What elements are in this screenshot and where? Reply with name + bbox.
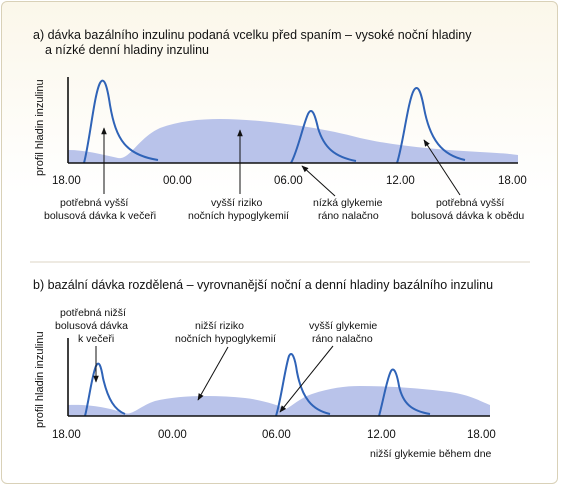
- panel-b-tick-5: 18.00: [467, 429, 496, 441]
- panel-b-tick-3: 06.00: [262, 429, 291, 441]
- panel-b-y-label: profil hladin inzulinu: [34, 331, 46, 428]
- panel-a-evening-bolus-line1: potřebná vyšší: [60, 197, 128, 209]
- panel-a-y-label: profil hladin inzulinu: [34, 79, 46, 176]
- panel-b-noon-bolus-curve: [378, 368, 431, 417]
- panel-b-morning-glyc-arrow: [279, 345, 334, 413]
- panel-b-tick-1: 18.00: [52, 429, 81, 441]
- panel-a-morning-bolus-curve: [290, 109, 357, 164]
- panel-a-evening-bolus-curve: [83, 79, 159, 164]
- panel-a-tick-3: 06.00: [274, 175, 303, 187]
- panel-b-night-risk-line2: nočních hypoglykemií: [175, 333, 276, 345]
- panel-b-night-risk-line1: nižší riziko: [195, 320, 244, 332]
- panel-b-morning-bolus-curve: [275, 353, 331, 417]
- panel-a-tick-5: 18.00: [498, 175, 527, 187]
- panel-a-noon-bolus-arrow: [423, 139, 461, 196]
- panel-a-title-line1: a) dávka bazálního inzulinu podaná vcelk…: [33, 28, 472, 42]
- panel-a-noon-bolus-line1: potřebná vyšší: [436, 197, 504, 209]
- panel-a-title-line2: a nízké denní hladiny inzulinu: [45, 43, 209, 57]
- panel-b-evening-bolus-line3: k večeři: [78, 333, 114, 345]
- panel-a-morning-glyc-arrow: [301, 165, 336, 197]
- panel-a-tick-2: 00.00: [163, 175, 192, 187]
- panel-b-morning-glyc-line1: vyšší glykemie: [309, 320, 377, 332]
- panel-a-noon-bolus-curve: [396, 87, 466, 164]
- panel-a-tick-1: 18.00: [52, 175, 81, 187]
- panel-b-title: b) bazální dávka rozdělená – vyrovnanějš…: [33, 278, 493, 292]
- panel-a-noon-bolus-line2: bolusová dávka k obědu: [411, 210, 524, 222]
- panel-a-night-risk-line1: vyšší riziko: [211, 197, 262, 209]
- panel-a-morning-glyc-line2: ráno nalačno: [318, 210, 379, 222]
- panel-b-tick-4: 12.00: [367, 429, 396, 441]
- panel-a-night-risk-line2: nočních hypoglykemií: [188, 210, 289, 222]
- panel-a-morning-glyc-line1: nízká glykemie: [313, 197, 383, 209]
- panel-a-basal-area: [68, 118, 518, 163]
- panel-a-evening-bolus-line2: bolusová dávka k večeři: [44, 210, 156, 222]
- panel-b-evening-bolus-curve: [84, 362, 126, 417]
- panel-a-tick-4: 12.00: [386, 175, 415, 187]
- panel-b-morning-glyc-line2: ráno nalačno: [312, 333, 373, 345]
- panel-b-evening-bolus-line2: bolusová dávka: [55, 320, 128, 332]
- panel-b-night-risk-arrow: [197, 346, 229, 401]
- panel-b-evening-bolus-line1: potřebná nižší: [60, 307, 126, 319]
- panel-b-tick-2: 00.00: [158, 429, 187, 441]
- panel-b-day-note: nižší glykemie během dne: [370, 448, 492, 460]
